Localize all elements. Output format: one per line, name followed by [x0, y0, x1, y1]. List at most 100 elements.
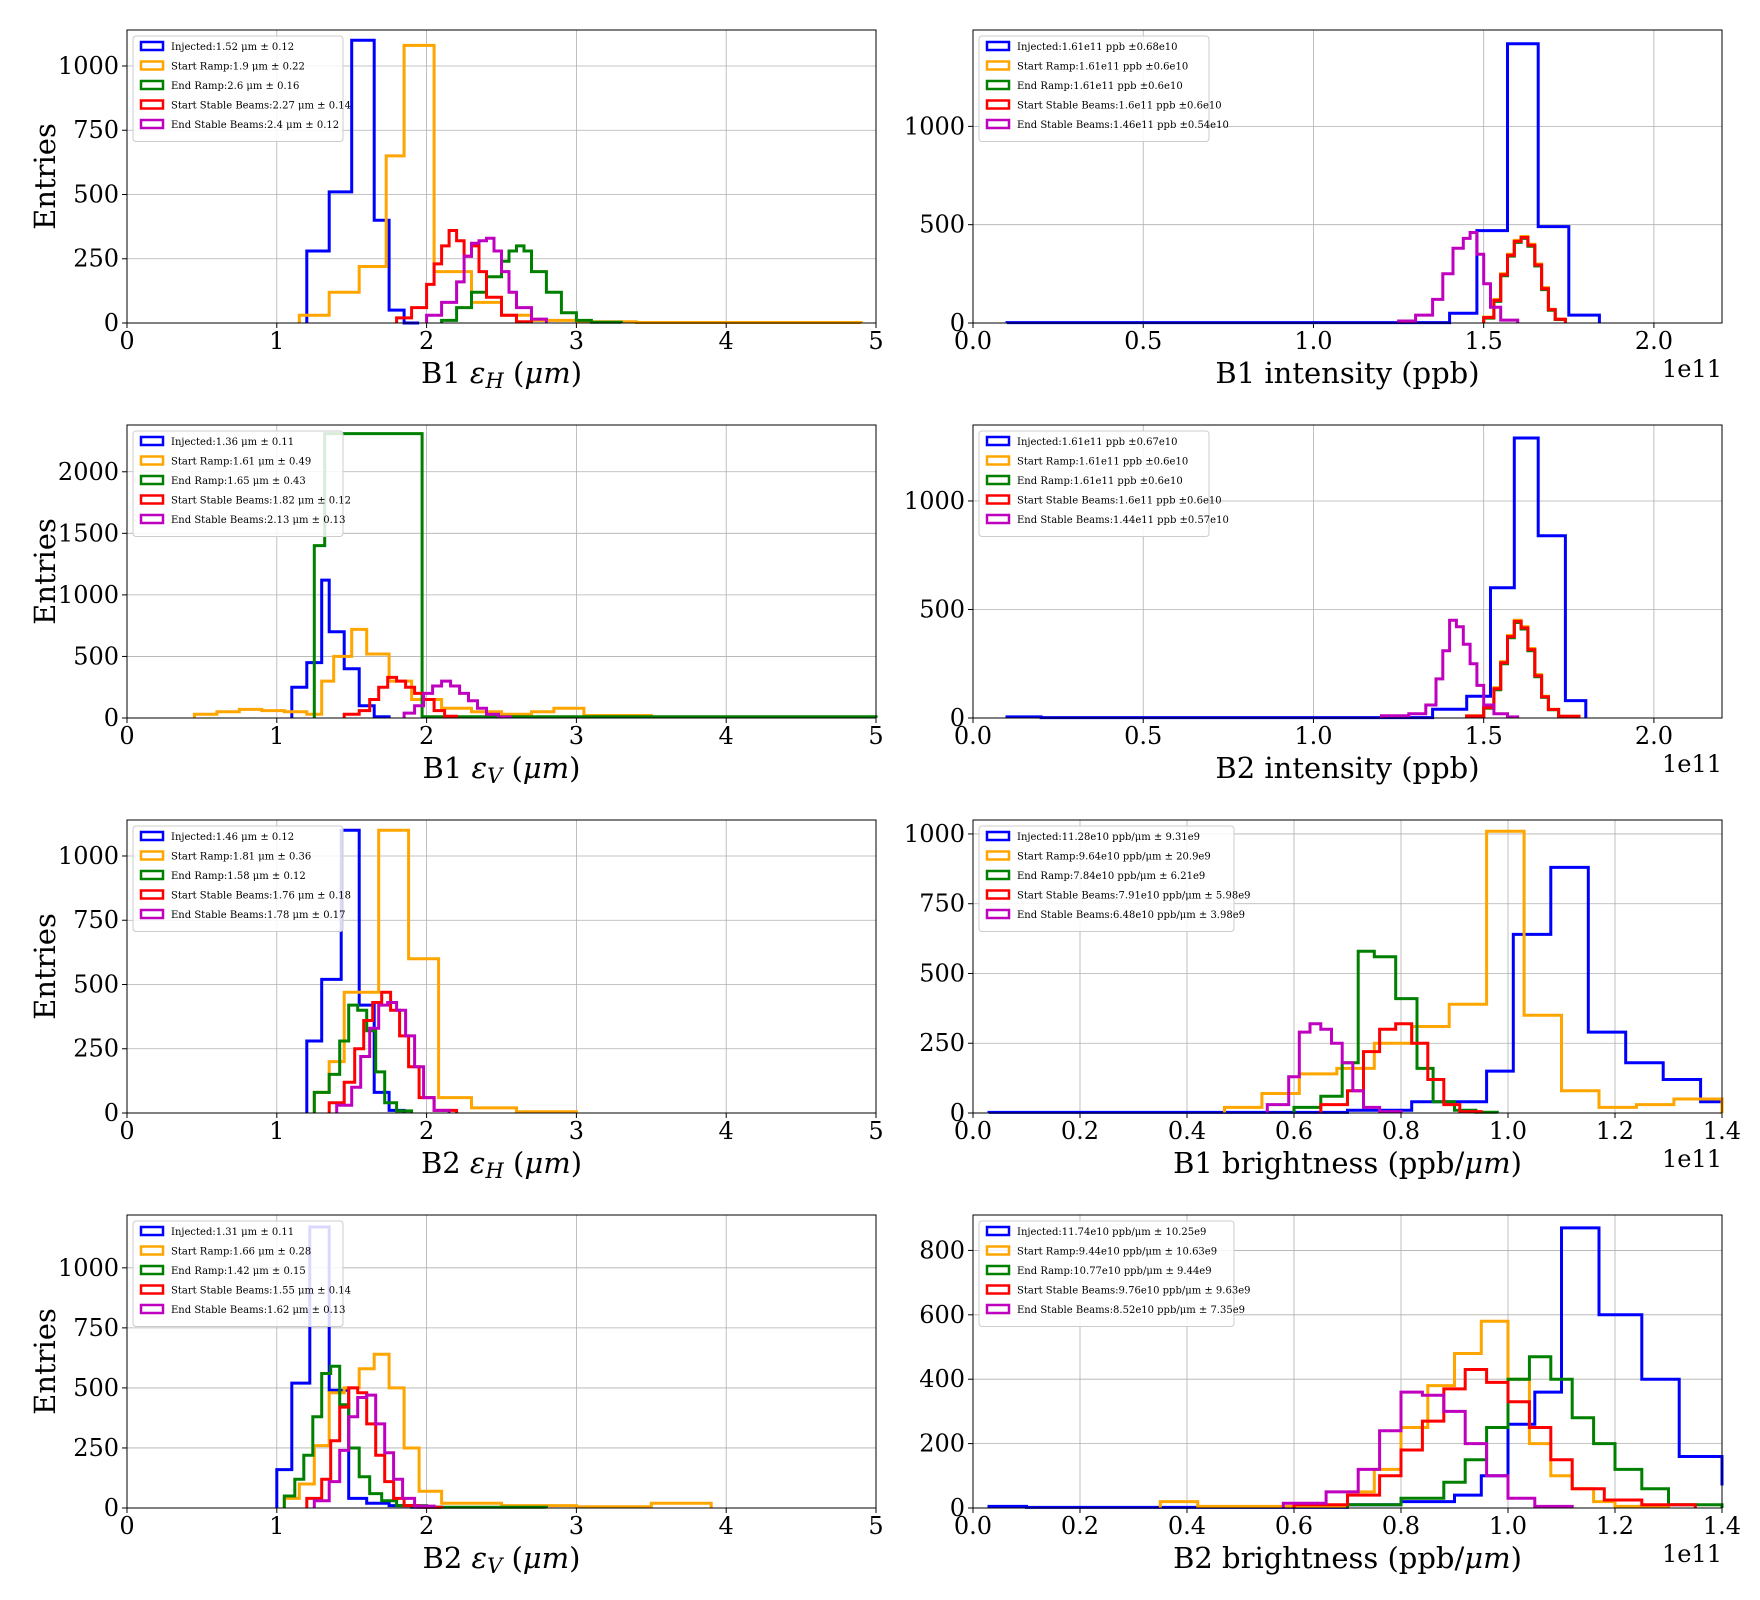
x-tick-label: 4 — [719, 327, 734, 355]
x-axis-label: B1 εV (μm) — [423, 751, 581, 788]
legend-box — [978, 1220, 1235, 1327]
x-axis-label: B1 intensity (ppb) — [1215, 356, 1479, 390]
legend-entry: Start Stable Beams:2.27 μm ± 0.14 — [171, 101, 351, 112]
histogram-series-4 — [327, 990, 459, 1113]
legend-swatch — [985, 513, 1011, 525]
legend-swatch — [139, 494, 165, 505]
x-tick-label: 5 — [868, 1512, 883, 1540]
legend-entry: Injected:11.74e10 ppb/μm ± 10.25e9 — [1017, 1227, 1206, 1238]
histogram-series-2 — [192, 627, 653, 718]
legend-entry: End Stable Beams:1.44e11 ppb ±0.57e10 — [1017, 515, 1229, 526]
plot-frame — [126, 29, 877, 324]
legend-entry: Start Stable Beams:1.6e11 ppb ±0.6e10 — [1017, 101, 1222, 112]
legend-entry: End Ramp:10.77e10 ppb/μm ± 9.44e9 — [1017, 1266, 1212, 1277]
x-tick-label: 1.2 — [1596, 1512, 1634, 1540]
y-tick-label: 0 — [104, 1494, 119, 1522]
x-axis-label: B1 εH (μm) — [421, 356, 582, 393]
histogram-series-5 — [312, 1393, 436, 1508]
x-tick-label: 1.2 — [1596, 1117, 1634, 1145]
y-tick-label: 500 — [919, 211, 965, 239]
y-tick-label: 500 — [73, 970, 119, 998]
chart-panel-5: 0 1 2 3 4 5 0 250 500 750 1000 B2 εH (μm) Entries Inj… — [28, 819, 884, 1183]
y-tick-label: 1000 — [904, 820, 965, 848]
legend-entry: End Ramp:2.6 μm ± 0.16 — [171, 81, 299, 92]
legend-entry: Start Ramp:1.61 μm ± 0.49 — [171, 457, 311, 468]
chart-panel-3: 0 1 2 3 4 5 0 500 1000 1500 2000 B1 εV (μm) Entries I… — [28, 424, 884, 788]
legend-entry: Start Ramp:1.66 μm ± 0.28 — [171, 1247, 311, 1258]
x-tick-label: 0.8 — [1382, 1512, 1420, 1540]
legend-swatch — [985, 494, 1011, 505]
legend-entry: End Ramp:1.61e11 ppb ±0.6e10 — [1017, 476, 1183, 487]
legend-swatch — [985, 908, 1011, 920]
legend-swatch — [985, 40, 1011, 52]
legend-entry: End Stable Beams:1.78 μm ± 0.17 — [171, 910, 346, 921]
x-offset-label: 1e11 — [1662, 750, 1722, 778]
legend-box — [132, 825, 344, 932]
x-tick-label: 5 — [868, 327, 883, 355]
x-tick-label: 1 — [269, 1512, 284, 1540]
y-tick-label: 500 — [73, 180, 119, 208]
histogram-series-3 — [440, 244, 623, 324]
chart-panel-4: 0.0 0.5 1.0 1.5 2.0 0 500 1000 B2 intensity (ppb… — [904, 424, 1723, 785]
plot-frame — [972, 1214, 1723, 1509]
legend-swatch — [139, 435, 165, 447]
legend-swatch — [985, 1264, 1011, 1276]
histogram-series-1 — [1005, 436, 1588, 720]
x-axis-label: B2 intensity (ppb) — [1215, 751, 1479, 785]
legend-swatch — [985, 1303, 1011, 1315]
histogram-series-3 — [282, 1364, 548, 1509]
legend-swatch — [985, 435, 1011, 447]
histogram-series-1 — [305, 38, 420, 325]
legend-swatch — [139, 60, 165, 71]
legend-swatch — [985, 60, 1011, 71]
legend-swatch — [985, 1245, 1011, 1256]
y-tick-label: 200 — [919, 1430, 965, 1458]
y-axis-label: Entries — [28, 913, 62, 1020]
x-tick-label: 1.0 — [1294, 722, 1332, 750]
y-axis-label: Entries — [28, 518, 62, 625]
x-tick-label: 3 — [569, 722, 584, 750]
legend-entry: Injected:11.28e10 ppb/μm ± 9.31e9 — [1017, 832, 1200, 843]
legend-entry: Start Stable Beams:7.91e10 ppb/μm ± 5.98… — [1017, 891, 1250, 902]
legend-entry: Start Ramp:9.64e10 ppb/μm ± 20.9e9 — [1017, 852, 1211, 863]
legend-entry: Injected:1.52 μm ± 0.12 — [171, 42, 294, 53]
x-tick-label: 0 — [119, 722, 134, 750]
x-tick-label: 1.0 — [1489, 1117, 1527, 1145]
x-tick-label: 2 — [419, 1512, 434, 1540]
y-tick-label: 500 — [919, 595, 965, 623]
x-tick-label: 2.0 — [1635, 722, 1673, 750]
x-tick-label: 0.8 — [1382, 1117, 1420, 1145]
y-tick-label: 1000 — [58, 581, 119, 609]
legend-swatch — [139, 455, 165, 466]
x-tick-label: 0.2 — [1061, 1512, 1099, 1540]
y-tick-label: 1000 — [904, 487, 965, 515]
legend-entry: End Stable Beams:2.13 μm ± 0.13 — [171, 515, 346, 526]
legend-entry: Injected:1.36 μm ± 0.11 — [171, 437, 294, 448]
histogram-series-4 — [1482, 236, 1567, 323]
x-tick-label: 4 — [719, 1117, 734, 1145]
x-tick-label: 1.5 — [1465, 327, 1503, 355]
x-tick-label: 0.5 — [1124, 327, 1162, 355]
x-tick-label: 3 — [569, 1512, 584, 1540]
legend-swatch — [139, 79, 165, 91]
y-tick-label: 600 — [919, 1301, 965, 1329]
x-tick-label: 0.6 — [1275, 1117, 1313, 1145]
legend-swatch — [139, 40, 165, 52]
x-tick-label: 1 — [269, 327, 284, 355]
y-tick-label: 1000 — [58, 1254, 119, 1282]
x-offset-label: 1e11 — [1662, 1145, 1722, 1173]
y-tick-label: 1500 — [58, 519, 119, 547]
legend: Injected:1.31 μm ± 0.11 Start Ramp:1.66 μ… — [132, 1220, 351, 1327]
x-tick-label: 0.4 — [1168, 1117, 1206, 1145]
legend-entry: Injected:1.61e11 ppb ±0.67e10 — [1017, 437, 1177, 448]
legend-entry: End Stable Beams:1.62 μm ± 0.13 — [171, 1305, 346, 1316]
plot-frame — [972, 424, 1723, 719]
y-tick-label: 0 — [950, 309, 965, 337]
y-tick-label: 1000 — [904, 112, 965, 140]
legend-entry: Start Stable Beams:1.55 μm ± 0.14 — [171, 1286, 351, 1297]
x-tick-label: 1 — [269, 722, 284, 750]
legend: Injected:11.28e10 ppb/μm ± 9.31e9 Start R… — [978, 825, 1250, 932]
chart-panel-6: 0.0 0.2 0.4 0.6 0.8 1.0 1.2 1.4 0 250 500 750 1000 B1… — [904, 819, 1741, 1180]
x-tick-label: 2 — [419, 327, 434, 355]
legend-swatch — [985, 889, 1011, 900]
